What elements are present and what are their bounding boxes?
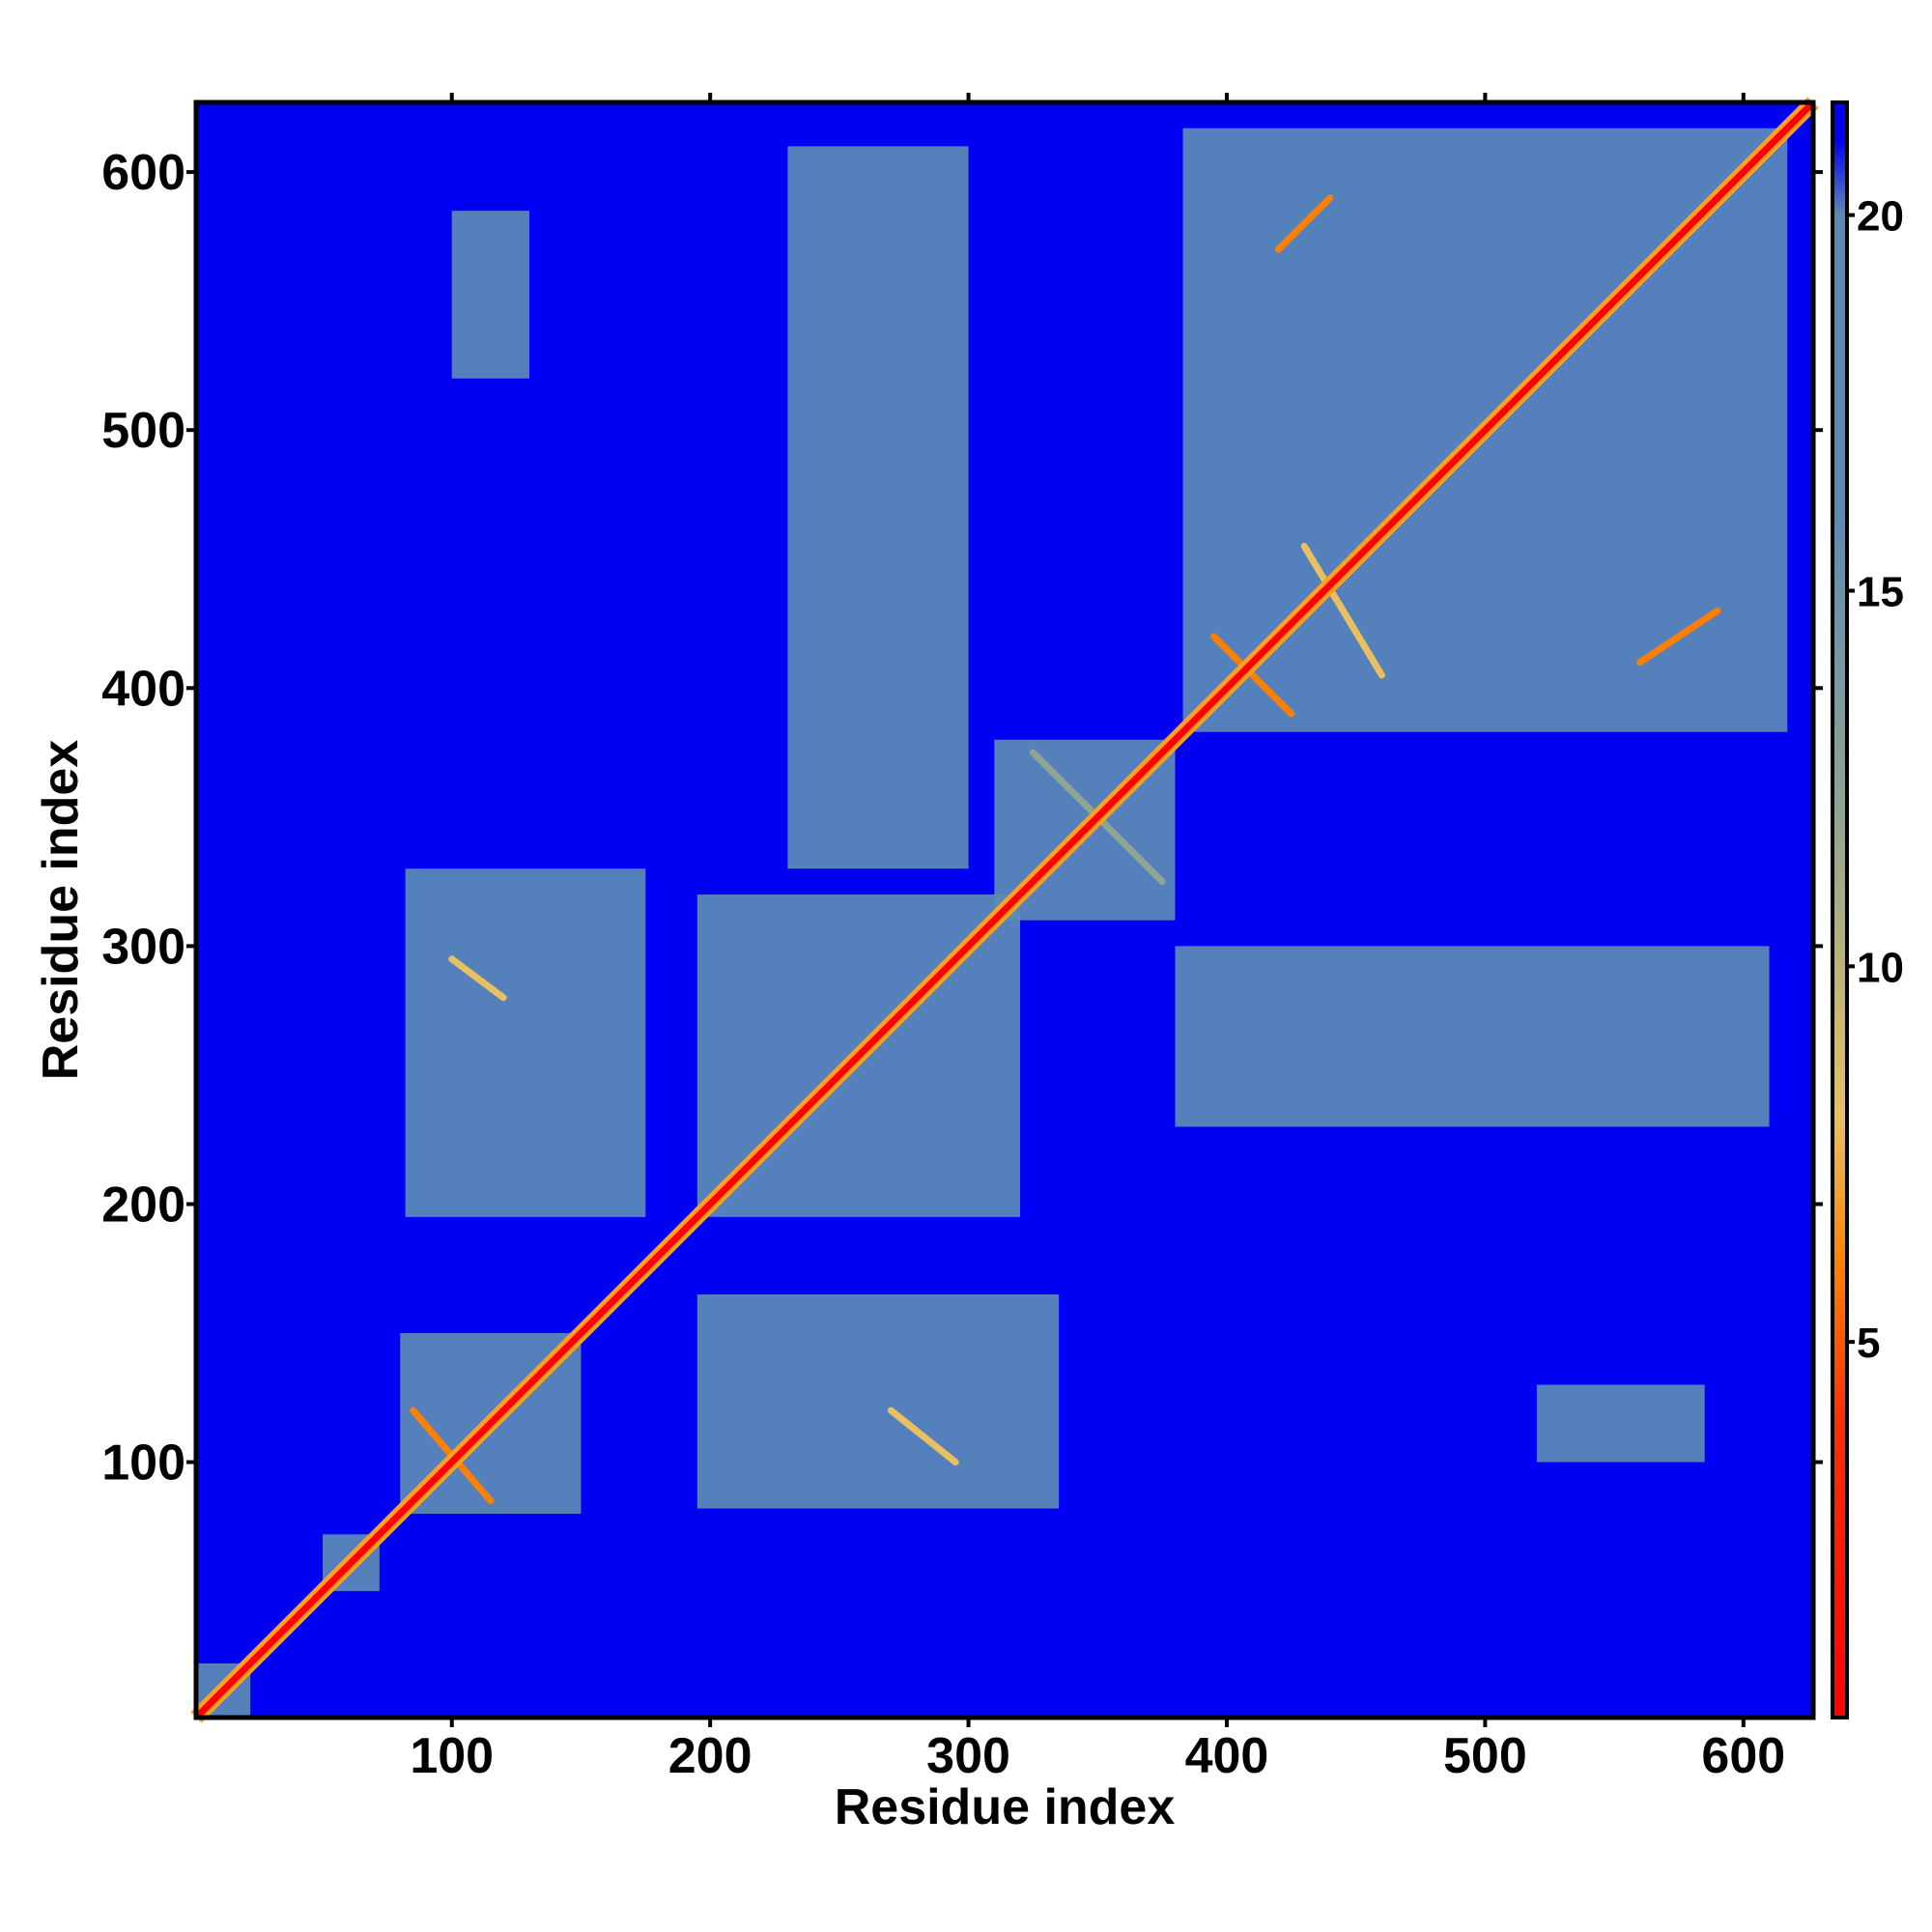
y-axis-title: Residue index <box>33 740 89 1081</box>
x-axis: 100 200 300 400 500 600 <box>410 93 1785 1784</box>
x-tick-label: 100 <box>410 1728 494 1784</box>
y-tick-label: 300 <box>101 919 185 975</box>
plot-area <box>190 97 1819 1723</box>
contact-streak-6 <box>1636 607 1721 667</box>
x-tick-label: 400 <box>1185 1728 1269 1784</box>
colorbar-tick-label: 20 <box>1857 193 1904 241</box>
heatmap-block-10 <box>451 211 529 379</box>
y-tick-label: 200 <box>101 1177 185 1233</box>
x-axis-title: Residue index <box>835 1779 1176 1835</box>
contact-streak-3 <box>1210 633 1295 718</box>
contact-streak-1 <box>448 955 507 1002</box>
heatmap-block-7 <box>787 146 969 869</box>
colorbar-tick-label: 15 <box>1857 568 1904 615</box>
colorbar-tick-label: 5 <box>1857 1320 1880 1367</box>
heatmap-block-5 <box>405 868 646 1217</box>
contact-streak-2 <box>887 1406 959 1466</box>
plot-frame <box>193 99 1816 1720</box>
diagonal-line <box>193 99 1816 1720</box>
x-tick-label: 600 <box>1701 1728 1785 1784</box>
y-tick-label: 600 <box>101 145 185 201</box>
heatmap-block-6 <box>696 1293 1060 1509</box>
x-tick-label: 500 <box>1443 1728 1527 1784</box>
y-axis: 100 200 300 400 500 600 <box>101 145 196 1492</box>
y-tick-label: 400 <box>101 661 185 717</box>
x-tick-label: 300 <box>926 1728 1010 1784</box>
heatmap-block-11 <box>1536 1384 1705 1463</box>
contact-streak-7 <box>1300 542 1385 679</box>
heatmap-block-8 <box>1175 946 1770 1127</box>
colorbar: 5 10 15 20 <box>1813 100 1904 1719</box>
y-tick-label: 100 <box>101 1435 185 1492</box>
y-tick-label: 500 <box>101 403 185 459</box>
colorbar-gradient <box>1831 100 1849 1719</box>
x-tick-label: 200 <box>668 1728 753 1784</box>
contact-streak-5 <box>1274 194 1334 253</box>
colorbar-tick-label: 10 <box>1857 944 1904 991</box>
